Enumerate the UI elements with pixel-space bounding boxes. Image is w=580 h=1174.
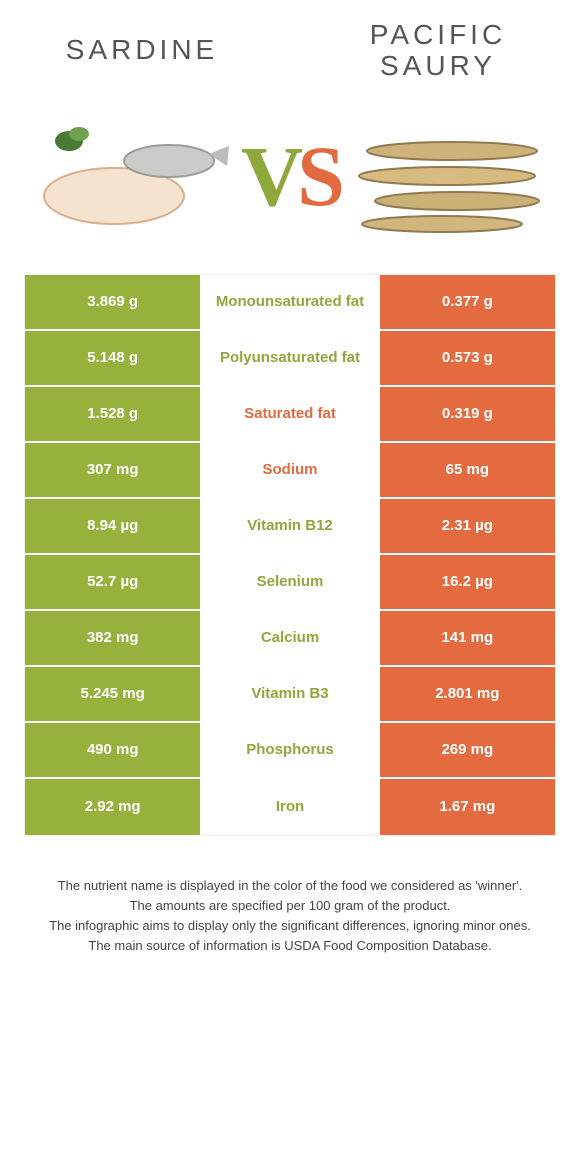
left-value: 52.7 µg (25, 555, 202, 609)
left-value: 1.528 g (25, 387, 202, 441)
pacific-saury-icon (352, 106, 552, 246)
infographic-container: Sardine Pacific saury VS (0, 0, 580, 976)
nutrient-row: 3.869 gMonounsaturated fat0.377 g (25, 275, 555, 331)
nutrient-label: Calcium (202, 611, 377, 665)
left-food-image (24, 106, 233, 246)
right-value: 2.31 µg (378, 499, 555, 553)
footnotes: The nutrient name is displayed in the co… (24, 876, 556, 957)
footnote-line: The nutrient name is displayed in the co… (34, 876, 546, 896)
right-value: 0.377 g (378, 275, 555, 329)
nutrient-label: Vitamin B3 (202, 667, 377, 721)
nutrient-row: 5.148 gPolyunsaturated fat0.573 g (25, 331, 555, 387)
right-value: 0.573 g (378, 331, 555, 385)
hero-row: VS (24, 106, 556, 246)
left-value: 8.94 µg (25, 499, 202, 553)
right-value: 2.801 mg (378, 667, 555, 721)
nutrient-label: Monounsaturated fat (202, 275, 377, 329)
nutrient-label: Phosphorus (202, 723, 377, 777)
right-value: 141 mg (378, 611, 555, 665)
footnote-line: The infographic aims to display only the… (34, 916, 546, 936)
nutrient-table: 3.869 gMonounsaturated fat0.377 g5.148 g… (24, 274, 556, 836)
left-value: 5.148 g (25, 331, 202, 385)
footnote-line: The main source of information is USDA F… (34, 936, 546, 956)
nutrient-row: 8.94 µgVitamin B122.31 µg (25, 499, 555, 555)
left-value: 382 mg (25, 611, 202, 665)
left-value: 490 mg (25, 723, 202, 777)
nutrient-row: 52.7 µgSelenium16.2 µg (25, 555, 555, 611)
nutrient-row: 490 mgPhosphorus269 mg (25, 723, 555, 779)
nutrient-label: Saturated fat (202, 387, 377, 441)
nutrient-row: 1.528 gSaturated fat0.319 g (25, 387, 555, 443)
right-value: 16.2 µg (378, 555, 555, 609)
vs-v: V (241, 128, 297, 224)
nutrient-label: Vitamin B12 (202, 499, 377, 553)
vs-label: VS (241, 126, 339, 226)
title-row: Sardine Pacific saury (24, 20, 556, 82)
right-value: 0.319 g (378, 387, 555, 441)
vs-s: S (297, 128, 339, 224)
nutrient-label: Sodium (202, 443, 377, 497)
nutrient-row: 307 mgSodium65 mg (25, 443, 555, 499)
right-value: 269 mg (378, 723, 555, 777)
left-value: 5.245 mg (25, 667, 202, 721)
left-value: 3.869 g (25, 275, 202, 329)
sardine-icon (29, 106, 229, 246)
nutrient-row: 5.245 mgVitamin B32.801 mg (25, 667, 555, 723)
footnote-line: The amounts are specified per 100 gram o… (34, 896, 546, 916)
right-value: 65 mg (378, 443, 555, 497)
nutrient-label: Selenium (202, 555, 377, 609)
nutrient-label: Polyunsaturated fat (202, 331, 377, 385)
left-food-title: Sardine (24, 35, 290, 66)
left-value: 307 mg (25, 443, 202, 497)
nutrient-label: Iron (202, 779, 377, 835)
right-food-image (347, 106, 556, 246)
left-value: 2.92 mg (25, 779, 202, 835)
nutrient-row: 382 mgCalcium141 mg (25, 611, 555, 667)
nutrient-row: 2.92 mgIron1.67 mg (25, 779, 555, 835)
right-food-title: Pacific saury (290, 20, 556, 82)
right-value: 1.67 mg (378, 779, 555, 835)
